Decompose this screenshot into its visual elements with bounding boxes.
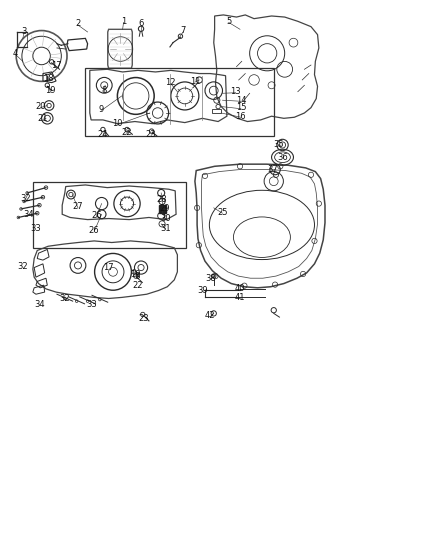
Text: 19: 19: [130, 270, 140, 279]
Text: 21: 21: [38, 114, 48, 123]
Text: 7: 7: [180, 27, 186, 35]
Text: 33: 33: [31, 224, 41, 232]
Text: 6: 6: [134, 272, 139, 280]
Text: 28: 28: [157, 196, 167, 204]
Text: 11: 11: [190, 77, 200, 85]
Text: 32: 32: [60, 294, 70, 303]
Text: 15: 15: [236, 103, 246, 112]
Text: 26: 26: [91, 212, 102, 220]
Text: 19: 19: [45, 86, 56, 95]
Text: 42: 42: [205, 311, 215, 320]
Text: 32: 32: [20, 194, 31, 203]
Bar: [212, 109, 221, 113]
Text: 35: 35: [273, 141, 283, 149]
Text: 5: 5: [226, 17, 231, 26]
Text: 14: 14: [236, 96, 246, 104]
Text: 39: 39: [197, 286, 208, 295]
Text: 33: 33: [87, 301, 97, 309]
Text: 38: 38: [205, 274, 215, 282]
Text: 6: 6: [138, 20, 144, 28]
Bar: [159, 205, 166, 213]
Text: 40: 40: [235, 285, 245, 293]
Text: 29: 29: [159, 205, 170, 213]
Text: 30: 30: [160, 214, 171, 223]
Text: 27: 27: [73, 203, 83, 211]
Text: 17: 17: [51, 61, 61, 69]
Text: 24: 24: [98, 130, 108, 139]
Text: 12: 12: [166, 78, 176, 87]
Text: 20: 20: [35, 102, 46, 111]
Text: 4: 4: [13, 49, 18, 58]
Text: 10: 10: [112, 119, 123, 128]
Bar: [33, 182, 186, 248]
Text: 22: 22: [133, 281, 143, 289]
Text: 17: 17: [103, 263, 114, 272]
Text: 26: 26: [89, 226, 99, 235]
Text: 41: 41: [235, 293, 245, 302]
Text: 18: 18: [43, 75, 53, 83]
Text: 2: 2: [75, 20, 81, 28]
Text: 9: 9: [99, 105, 104, 114]
Text: 23: 23: [138, 314, 149, 323]
Text: 13: 13: [230, 87, 241, 96]
Text: 23: 23: [146, 130, 156, 139]
Text: 1: 1: [121, 17, 126, 26]
Text: 34: 34: [34, 301, 45, 309]
Text: 8: 8: [102, 86, 107, 95]
Text: 3: 3: [21, 28, 27, 36]
Text: 16: 16: [236, 112, 246, 120]
Bar: [85, 68, 274, 136]
Text: 22: 22: [121, 128, 131, 136]
Text: 34: 34: [23, 210, 34, 219]
Text: 37: 37: [267, 165, 278, 174]
Text: 31: 31: [160, 224, 171, 232]
Text: 25: 25: [217, 208, 228, 216]
Text: 36: 36: [277, 153, 288, 161]
Text: 32: 32: [18, 262, 28, 271]
